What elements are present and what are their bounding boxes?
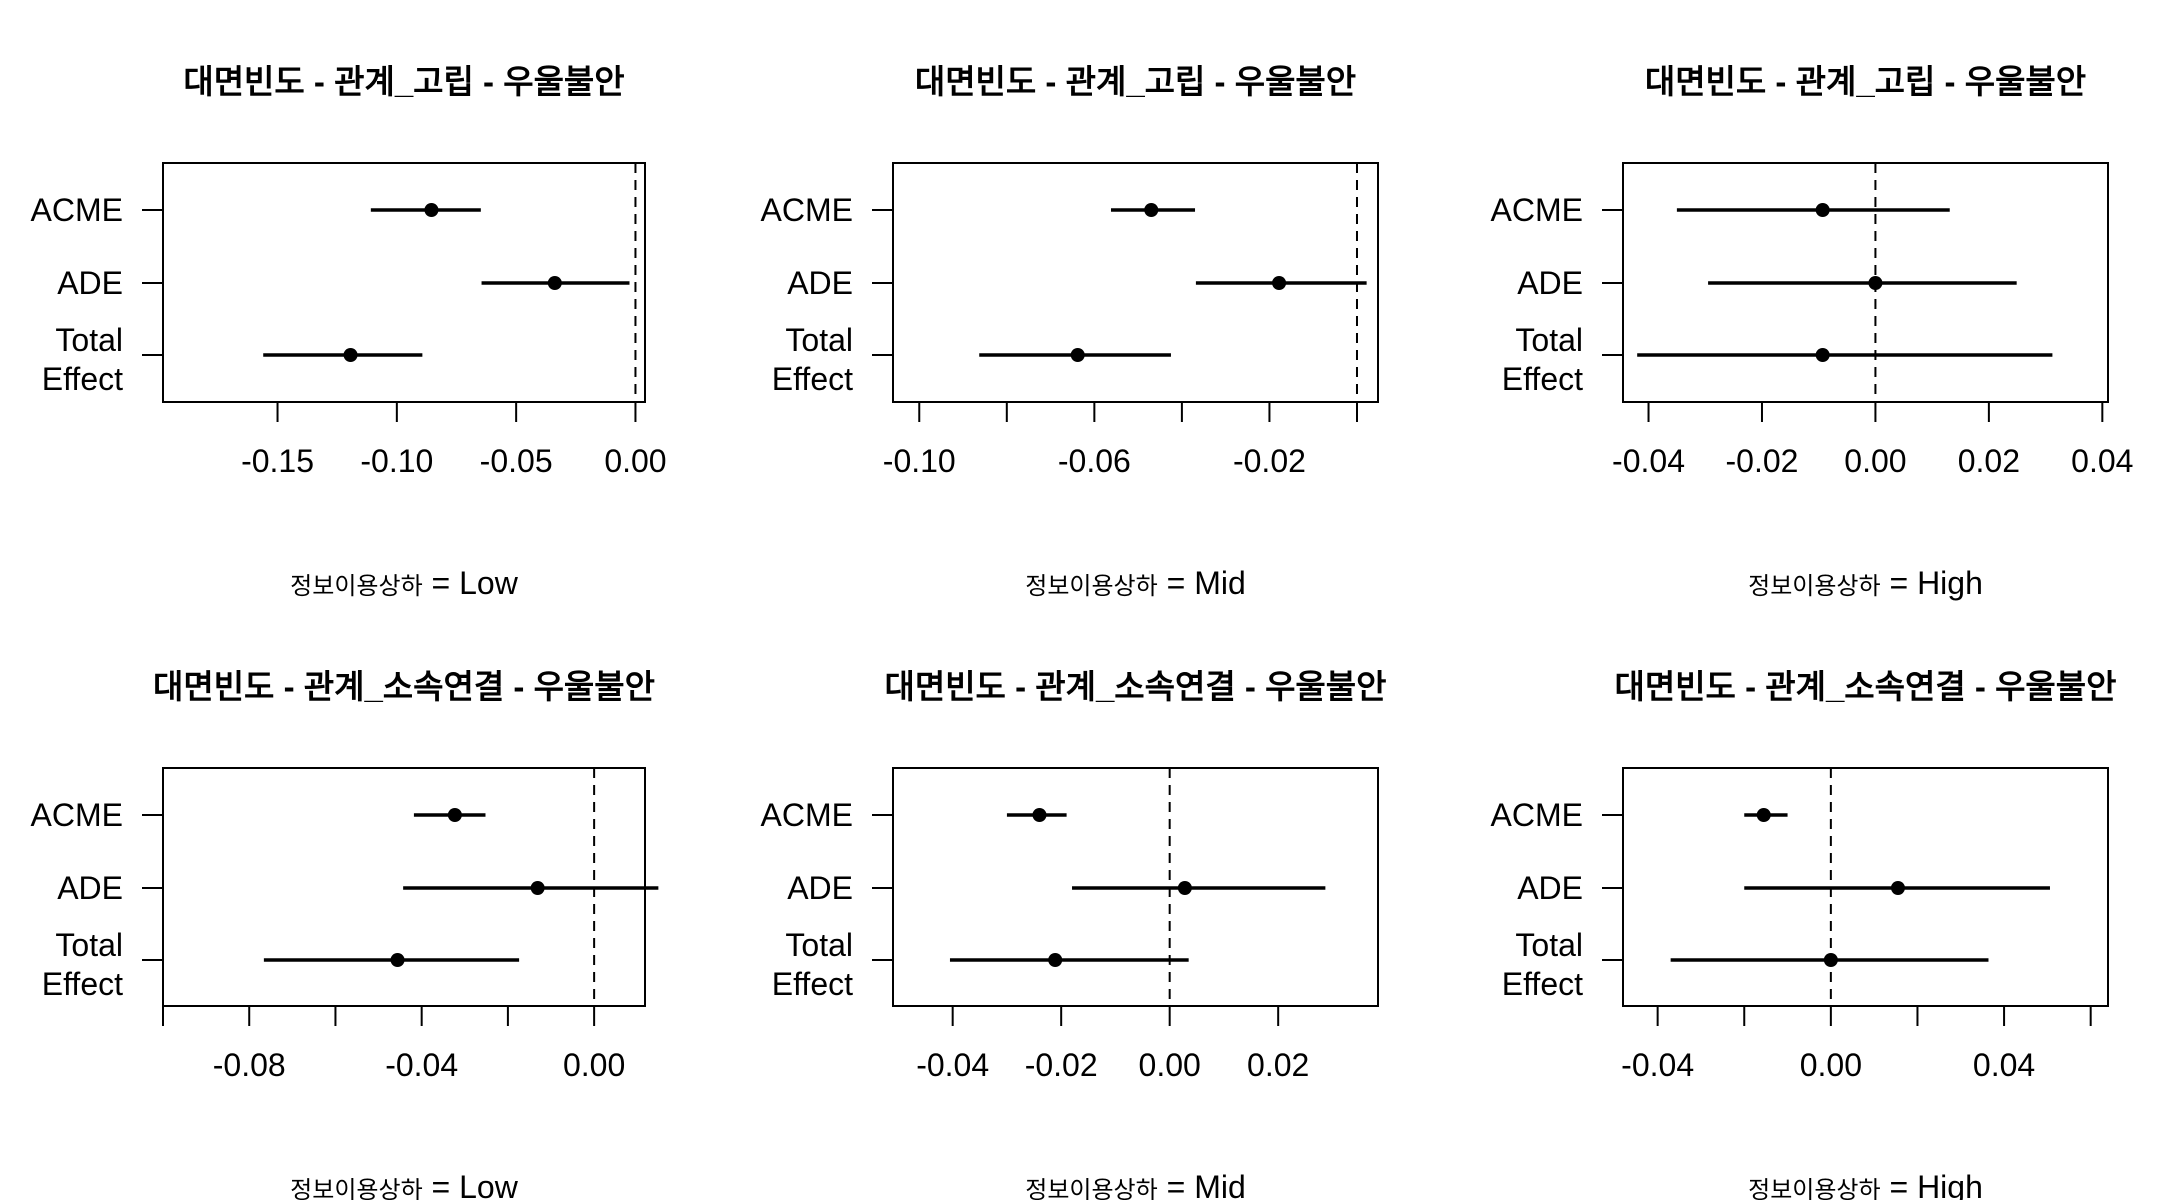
category-label-2: ADE <box>787 265 853 301</box>
category-label-3: Total <box>55 927 123 963</box>
category-label-3: Total <box>1515 322 1583 358</box>
moderator-value: = Low <box>423 565 519 601</box>
x-tick-label: -0.10 <box>360 443 433 479</box>
moderator-subtitle: 정보이용상하 = High <box>1748 1169 1983 1200</box>
moderator-label: 정보이용상하 <box>1025 573 1157 600</box>
moderator-subtitle: 정보이용상하 = Low <box>290 1169 519 1200</box>
x-tick-label: -0.04 <box>385 1047 458 1083</box>
category-label-3: Total <box>1515 927 1583 963</box>
x-tick-label: 0.00 <box>563 1047 625 1083</box>
x-tick-label: -0.04 <box>1621 1047 1694 1083</box>
category-label-3: Effect <box>42 966 123 1002</box>
category-label-3: Total <box>785 927 853 963</box>
x-tick-label: 0.00 <box>1800 1047 1862 1083</box>
x-tick-label: 0.00 <box>1844 443 1906 479</box>
moderator-label: 정보이용상하 <box>290 573 422 600</box>
point-estimate-3 <box>1815 348 1830 362</box>
category-label-1: ACME <box>31 797 123 833</box>
point-estimate-3 <box>390 953 405 967</box>
point-estimate-3 <box>1070 348 1085 362</box>
panel-title: 대면빈도 - 관계_고립 - 우울불안 <box>1645 63 2086 100</box>
point-estimate-1 <box>1815 203 1830 217</box>
panel-title: 대면빈도 - 관계_소속연결 - 우울불안 <box>153 668 655 705</box>
x-tick-label: 0.00 <box>604 443 666 479</box>
x-tick-label: 0.02 <box>1958 443 2020 479</box>
category-label-3: Effect <box>42 361 123 397</box>
point-estimate-2 <box>1868 276 1883 290</box>
point-estimate-2 <box>530 881 545 895</box>
moderator-value: = Mid <box>1158 1169 1246 1200</box>
panel-title: 대면빈도 - 관계_소속연결 - 우울불안 <box>1614 668 2116 705</box>
point-estimate-1 <box>1032 808 1047 822</box>
category-label-3: Effect <box>1502 361 1583 397</box>
x-tick-label: -0.02 <box>1233 443 1306 479</box>
x-tick-label: -0.02 <box>1025 1047 1098 1083</box>
panel-title: 대면빈도 - 관계_고립 - 우울불안 <box>915 63 1356 100</box>
category-label-3: Total <box>785 322 853 358</box>
point-estimate-2 <box>1272 276 1287 290</box>
point-estimate-1 <box>447 808 462 822</box>
point-estimate-2 <box>547 276 562 290</box>
category-label-3: Total <box>55 322 123 358</box>
category-label-2: ADE <box>1517 265 1583 301</box>
category-label-1: ACME <box>761 797 853 833</box>
x-tick-label: -0.10 <box>883 443 956 479</box>
category-label-2: ADE <box>787 870 853 906</box>
category-label-2: ADE <box>1517 870 1583 906</box>
category-label-1: ACME <box>1491 192 1583 228</box>
category-label-2: ADE <box>57 265 123 301</box>
moderator-subtitle: 정보이용상하 = Mid <box>1025 565 1246 601</box>
moderator-value: = High <box>1881 565 1983 601</box>
x-tick-label: -0.08 <box>213 1047 286 1083</box>
moderator-label: 정보이용상하 <box>1748 573 1880 600</box>
moderator-value: = High <box>1881 1169 1983 1200</box>
category-label-1: ACME <box>1491 797 1583 833</box>
moderator-label: 정보이용상하 <box>1025 1177 1157 1200</box>
x-tick-label: -0.15 <box>241 443 314 479</box>
x-tick-label: 0.00 <box>1139 1047 1201 1083</box>
point-estimate-3 <box>343 348 358 362</box>
category-label-3: Effect <box>1502 966 1583 1002</box>
moderator-label: 정보이용상하 <box>1748 1177 1880 1200</box>
x-tick-label: -0.02 <box>1726 443 1799 479</box>
x-tick-label: -0.04 <box>916 1047 989 1083</box>
moderator-subtitle: 정보이용상하 = High <box>1748 565 1983 601</box>
moderator-value: = Mid <box>1158 565 1246 601</box>
x-tick-label: 0.04 <box>1973 1047 2035 1083</box>
point-estimate-2 <box>1890 881 1905 895</box>
moderator-value: = Low <box>423 1169 519 1200</box>
point-estimate-2 <box>1177 881 1192 895</box>
point-estimate-3 <box>1048 953 1063 967</box>
moderator-subtitle: 정보이용상하 = Low <box>290 565 519 601</box>
x-tick-label: -0.04 <box>1612 443 1685 479</box>
category-label-3: Effect <box>772 966 853 1002</box>
category-label-1: ACME <box>31 192 123 228</box>
x-tick-label: 0.02 <box>1247 1047 1309 1083</box>
point-estimate-1 <box>1144 203 1159 217</box>
panel-title: 대면빈도 - 관계_고립 - 우울불안 <box>183 63 624 100</box>
point-estimate-1 <box>424 203 439 217</box>
moderator-subtitle: 정보이용상하 = Mid <box>1025 1169 1246 1200</box>
category-label-2: ADE <box>57 870 123 906</box>
x-tick-label: -0.05 <box>480 443 553 479</box>
category-label-3: Effect <box>772 361 853 397</box>
panel-title: 대면빈도 - 관계_소속연결 - 우울불안 <box>884 668 1386 705</box>
x-tick-label: 0.04 <box>2071 443 2133 479</box>
point-estimate-1 <box>1756 808 1771 822</box>
x-tick-label: -0.06 <box>1058 443 1131 479</box>
moderator-label: 정보이용상하 <box>290 1177 422 1200</box>
category-label-1: ACME <box>761 192 853 228</box>
point-estimate-3 <box>1823 953 1838 967</box>
